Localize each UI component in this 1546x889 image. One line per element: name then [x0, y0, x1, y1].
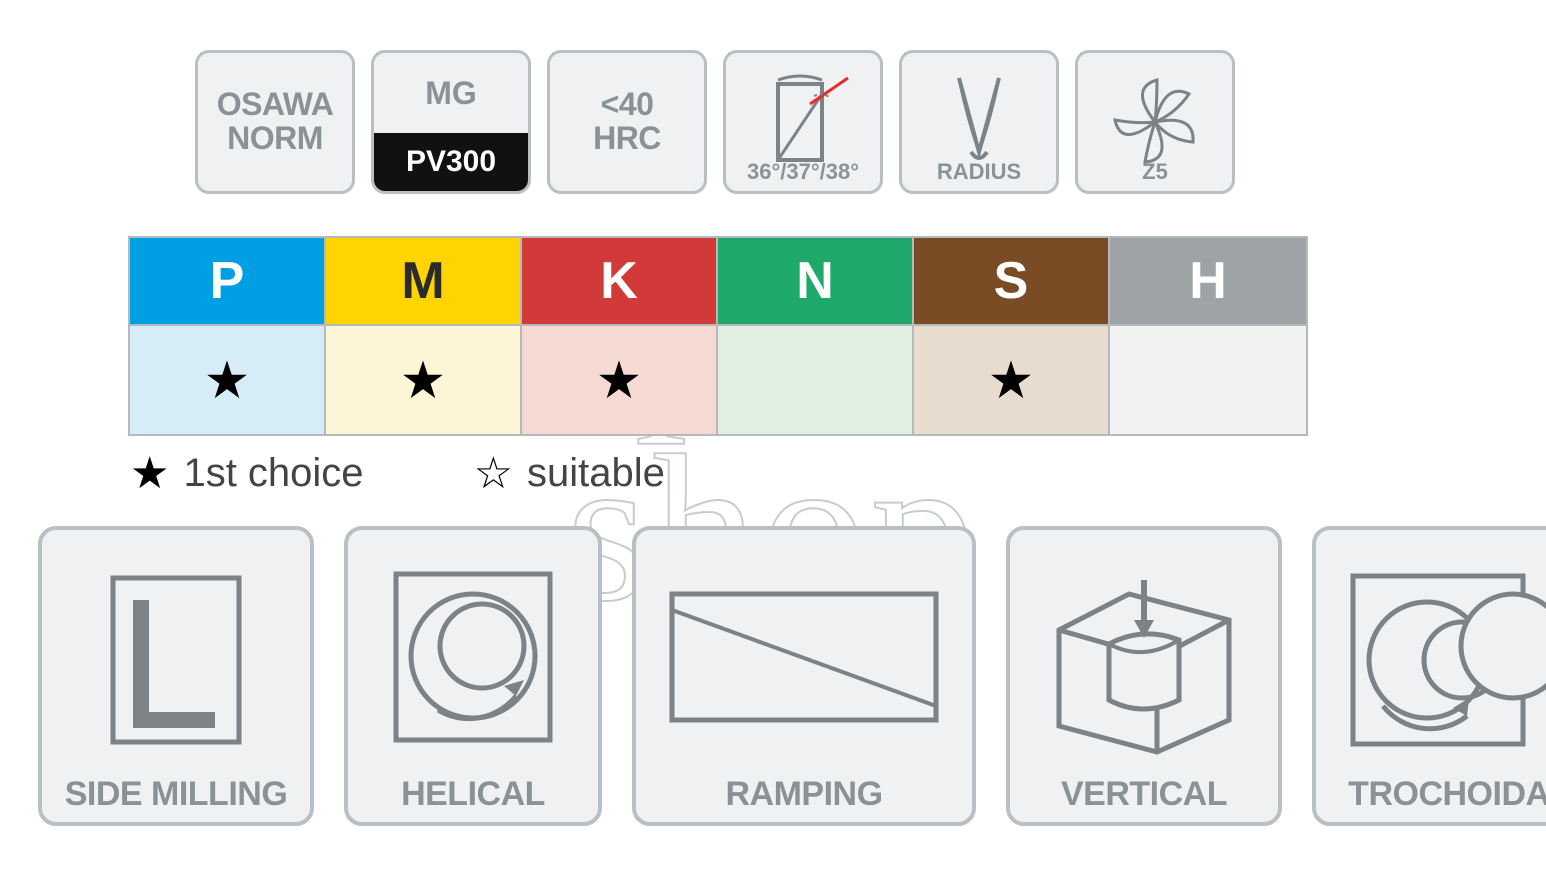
material-header-N: N [718, 238, 914, 324]
radius-icon [924, 74, 1034, 170]
star-filled-icon: ★ [990, 353, 1031, 407]
op-tile-ramping: RAMPING [632, 526, 976, 826]
legend-first-choice-label: 1st choice [183, 451, 363, 496]
badge-hrc: <40 HRC [547, 50, 707, 194]
material-cell-M: ★ [326, 324, 522, 434]
star-outline-icon: ☆ [474, 448, 513, 499]
star-filled-icon: ★ [130, 448, 169, 499]
badge-osawa-norm: OSAWA NORM [195, 50, 355, 194]
legend: ★ 1st choice ☆ suitable [130, 448, 665, 499]
badge-hrc-text: <40 HRC [593, 88, 661, 155]
helical-icon [358, 544, 588, 775]
material-cell-N [718, 324, 914, 434]
material-header-P: P [130, 238, 326, 324]
op-label-side: SIDE MILLING [65, 775, 288, 814]
op-tile-helical: HELICAL [344, 526, 602, 826]
badge-flutes-sub: Z5 [1078, 159, 1232, 185]
legend-suitable-label: suitable [527, 451, 665, 496]
op-tile-vertical: VERTICAL [1006, 526, 1282, 826]
badge-flutes: Z5 [1075, 50, 1235, 194]
badge-mg-top: MG [425, 53, 477, 133]
badge-osawa-line1: OSAWA [217, 86, 334, 122]
material-cell-S: ★ [914, 324, 1110, 434]
badge-hrc-line2: HRC [593, 120, 661, 156]
badge-hrc-line1: <40 [601, 86, 654, 122]
op-label-helical: HELICAL [401, 775, 545, 814]
op-tile-side: SIDE MILLING [38, 526, 314, 826]
material-header-M: M [326, 238, 522, 324]
star-filled-icon: ★ [402, 353, 443, 407]
material-cell-H [1110, 324, 1306, 434]
badge-mg-pv300: MG PV300 [371, 50, 531, 194]
badge-helix-angle: 36°/37°/38° [723, 50, 883, 194]
side-icon [52, 544, 300, 775]
material-header-K: K [522, 238, 718, 324]
material-cell-K: ★ [522, 324, 718, 434]
top-badges-row: OSAWA NORM MG PV300 <40 HRC 36°/37°/38° [195, 50, 1235, 194]
badge-radius-sub: RADIUS [902, 159, 1056, 185]
trochoidal-icon [1326, 544, 1546, 775]
badge-radius: RADIUS [899, 50, 1059, 194]
vertical-icon [1020, 544, 1268, 775]
badge-helix-sub: 36°/37°/38° [726, 159, 880, 185]
material-table: PMKNSH ★ ★ ★ ★ [128, 236, 1308, 436]
badge-osawa-text: OSAWA NORM [217, 88, 334, 155]
material-header-S: S [914, 238, 1110, 324]
badge-osawa-line2: NORM [227, 120, 323, 156]
ramping-icon [646, 544, 962, 775]
badge-mg-bottom: PV300 [374, 133, 528, 191]
op-label-vertical: VERTICAL [1061, 775, 1227, 814]
operation-tiles-row: SIDE MILLING HELICAL RAMPING [38, 526, 1546, 826]
material-cell-P: ★ [130, 324, 326, 434]
material-header-H: H [1110, 238, 1306, 324]
op-label-trochoidal: TROCHOIDAL [1348, 775, 1546, 814]
legend-first-choice: ★ 1st choice [130, 448, 364, 499]
legend-suitable: ☆ suitable [474, 448, 665, 499]
flutes-icon [1100, 74, 1210, 170]
op-label-ramping: RAMPING [725, 775, 882, 814]
helix-angle-icon [748, 74, 858, 170]
star-filled-icon: ★ [206, 353, 247, 407]
star-filled-icon: ★ [598, 353, 639, 407]
op-tile-trochoidal: TROCHOIDAL [1312, 526, 1546, 826]
